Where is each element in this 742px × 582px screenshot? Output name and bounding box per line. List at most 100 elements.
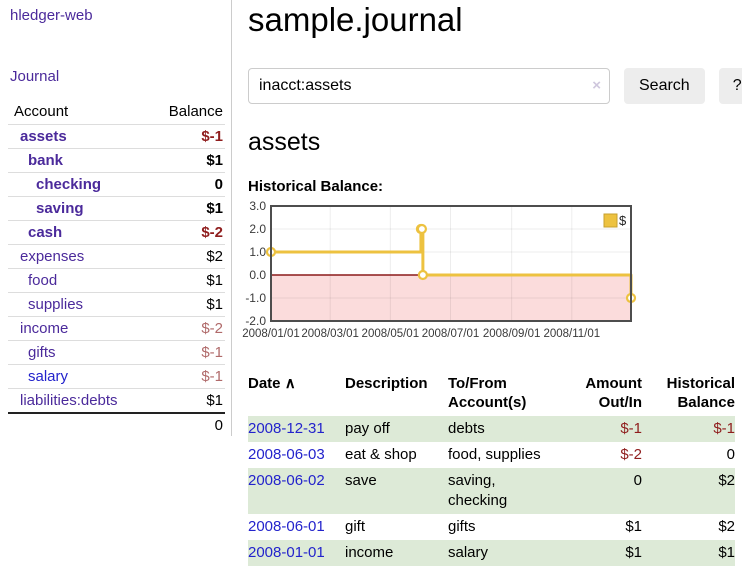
account-balance: $-1 <box>146 364 225 389</box>
sidebar-item-journal[interactable]: Journal <box>10 68 60 85</box>
account-link[interactable]: income <box>20 320 69 337</box>
account-balance: $-1 <box>146 340 225 365</box>
account-balance: $1 <box>146 196 225 221</box>
transaction-row: 2008-12-31 pay off debts $-1 $-1 <box>248 416 735 442</box>
transaction-date-link[interactable]: 2008-12-31 <box>248 420 325 437</box>
sidebar: hledger-web Journal Account Balance asse… <box>0 0 232 437</box>
register-table: Date ∧ Description To/From Account(s) Am… <box>248 372 735 566</box>
transaction-date-link[interactable]: 2008-01-01 <box>248 544 325 561</box>
transaction-balance: $1 <box>718 544 735 561</box>
column-header-balance: Historical Balance <box>666 375 735 411</box>
transaction-balance: 0 <box>726 446 735 463</box>
transaction-amount: $-2 <box>620 446 642 463</box>
account-balance: $-2 <box>146 316 225 341</box>
svg-text:2008/03/01: 2008/03/01 <box>301 328 359 340</box>
account-row: food $1 <box>8 268 225 293</box>
account-link[interactable]: food <box>28 272 58 289</box>
account-link[interactable]: expenses <box>20 248 85 265</box>
transaction-amount: $1 <box>625 544 642 561</box>
transaction-row: 2008-06-02 save saving, checking 0 $2 <box>248 468 735 514</box>
account-link[interactable]: assets <box>20 128 67 145</box>
transaction-description: eat & shop <box>345 446 417 463</box>
accounts-total-row: 0 <box>8 412 225 437</box>
transaction-row: 2008-01-01 income salary $1 $1 <box>248 540 735 566</box>
historical-balance-chart: $3.0 2.0 1.0 0.0 -1.0 -2.0 2008/01/01 2008/03/0… <box>241 199 740 356</box>
transaction-amount: 0 <box>633 472 642 489</box>
clear-search-icon[interactable]: × <box>592 77 601 94</box>
search-form: × Search ? <box>248 68 742 104</box>
transaction-accounts: gifts <box>448 518 476 535</box>
account-link[interactable]: supplies <box>28 296 84 313</box>
help-button[interactable]: ? <box>718 68 742 104</box>
search-input[interactable] <box>248 68 610 104</box>
register-header-row: Date ∧ Description To/From Account(s) Am… <box>248 372 735 416</box>
transaction-amount: $-1 <box>620 420 642 437</box>
transaction-accounts: food, supplies <box>448 446 541 463</box>
transaction-balance: $2 <box>718 472 735 489</box>
account-row: income $-2 <box>8 316 225 341</box>
account-row: liabilities:debts $1 <box>8 388 225 413</box>
account-link[interactable]: bank <box>28 152 64 169</box>
account-row: bank $1 <box>8 148 225 173</box>
account-balance: $-1 <box>146 124 225 149</box>
search-button[interactable]: Search <box>624 68 705 104</box>
accounts-table: Account Balance assets $-1 bank $1 checking 0… <box>8 100 225 437</box>
transaction-description: gift <box>345 518 366 535</box>
svg-text:$: $ <box>619 213 627 228</box>
account-link[interactable]: gifts <box>28 344 56 361</box>
page-title: sample.journal <box>248 1 463 38</box>
svg-text:2008/05/01: 2008/05/01 <box>362 328 420 340</box>
accounts-header-row: Account Balance <box>8 100 225 125</box>
chart-title: Historical Balance: <box>248 178 384 195</box>
transaction-date-link[interactable]: 2008-06-03 <box>248 446 325 463</box>
transaction-accounts: saving, checking <box>448 472 508 509</box>
account-link[interactable]: saving <box>36 200 84 217</box>
transaction-amount: $1 <box>625 518 642 535</box>
account-heading: assets <box>248 128 321 156</box>
transaction-description: pay off <box>345 420 390 437</box>
svg-text:2008/11/01: 2008/11/01 <box>543 328 600 340</box>
svg-text:2008/01/01: 2008/01/01 <box>242 328 300 340</box>
svg-text:-1.0: -1.0 <box>245 291 266 305</box>
sort-asc-icon: ∧ <box>284 375 296 392</box>
svg-text:-2.0: -2.0 <box>245 314 266 328</box>
svg-text:2.0: 2.0 <box>249 222 266 236</box>
transaction-description: save <box>345 472 377 489</box>
account-link[interactable]: checking <box>36 176 102 193</box>
search-field-wrap: × <box>248 68 610 104</box>
column-header-description: Description <box>345 375 428 392</box>
account-row: checking 0 <box>8 172 225 197</box>
transaction-row: 2008-06-03 eat & shop food, supplies $-2 0 <box>248 442 735 468</box>
transaction-date-link[interactable]: 2008-06-01 <box>248 518 325 535</box>
account-link[interactable]: liabilities:debts <box>20 392 118 409</box>
account-row: supplies $1 <box>8 292 225 317</box>
transaction-balance: $2 <box>718 518 735 535</box>
column-header-accounts: To/From Account(s) <box>448 375 527 411</box>
account-row: cash $-2 <box>8 220 225 245</box>
account-balance: $-2 <box>146 220 225 245</box>
main-content: sample.journal × Search ? assets Histori… <box>242 0 742 566</box>
account-row: saving $1 <box>8 196 225 221</box>
accounts-header-account: Account <box>14 103 69 120</box>
transaction-row: 2008-06-01 gift gifts $1 $2 <box>248 514 735 540</box>
app-title-link[interactable]: hledger-web <box>10 7 93 24</box>
transaction-description: income <box>345 544 394 561</box>
account-balance: $1 <box>146 268 225 293</box>
transaction-balance: $-1 <box>713 420 735 437</box>
transaction-accounts: salary <box>448 544 489 561</box>
account-row: assets $-1 <box>8 124 225 149</box>
account-balance: $1 <box>146 388 225 413</box>
svg-text:1.0: 1.0 <box>249 245 266 259</box>
account-row: expenses $2 <box>8 244 225 269</box>
account-balance: $1 <box>146 292 225 317</box>
svg-text:2008/07/01: 2008/07/01 <box>422 328 480 340</box>
svg-text:0.0: 0.0 <box>249 268 266 282</box>
accounts-total-balance: 0 <box>146 412 225 437</box>
transaction-date-link[interactable]: 2008-06-02 <box>248 472 325 489</box>
account-link[interactable]: salary <box>28 368 69 385</box>
account-balance: 0 <box>146 172 225 197</box>
transaction-accounts: debts <box>448 420 485 437</box>
account-link[interactable]: cash <box>28 224 63 241</box>
account-row: salary $-1 <box>8 364 225 389</box>
column-header-date[interactable]: Date ∧ <box>248 375 296 392</box>
